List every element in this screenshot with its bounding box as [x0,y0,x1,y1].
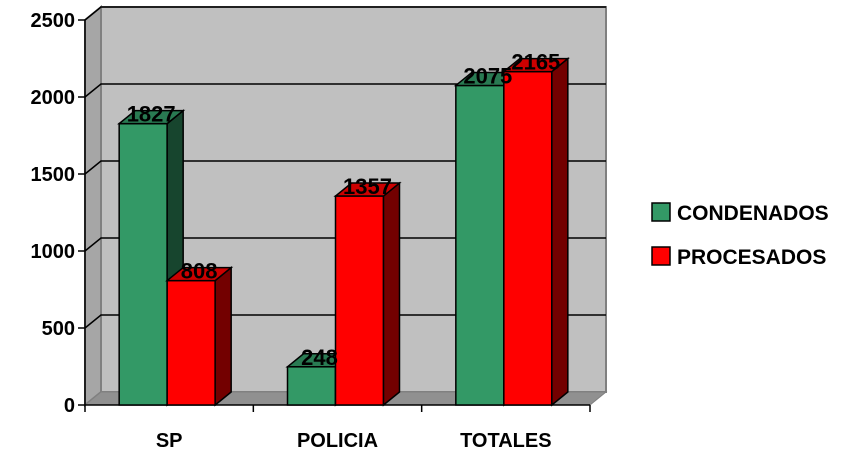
legend: CONDENADOS PROCESADOS [639,187,858,276]
bar-top-face [165,266,234,282]
category-label: TOTALES [460,430,551,450]
bar-side-face [382,181,401,407]
gridline [84,6,606,21]
legend-swatch [651,202,671,222]
y-tick-labels: 0 500 1000 1500 2000 2500 [31,10,76,417]
y-tick-label: 2000 [31,87,76,109]
bar-side-face [551,57,569,407]
bar-front-face [286,366,337,406]
data-label: 808 [181,259,218,284]
y-tick-label: 2500 [31,10,76,32]
y-tick-label: 1500 [31,164,76,186]
gridline [84,160,606,175]
gridlines [84,6,606,329]
bar-procesados-sp [165,265,234,407]
bar-top-face [117,109,186,125]
bar-procesados-totales [501,57,570,407]
data-label: 2165 [511,50,560,75]
y-tick-label: 500 [42,318,75,340]
data-label: 2075 [463,63,512,88]
bar-front-face [503,70,553,406]
legend-swatch [651,246,671,266]
gridline [84,83,606,98]
bars [117,57,570,407]
bar-front-face [334,195,385,406]
bar-top-face [501,57,570,73]
data-label: 1357 [343,174,392,199]
bar-front-face [166,279,216,406]
bar-procesados-policia [333,181,402,407]
bar-top-face [333,182,402,197]
side-wall [84,4,102,408]
bar-front-face [455,84,505,406]
category-label: SP [156,430,183,450]
gridline [84,237,606,252]
category-labels: SP POLICIA TOTALES [156,430,552,450]
data-label: 1827 [127,102,176,127]
legend-box [639,187,858,276]
y-tick-label: 0 [64,395,75,417]
gridline [84,314,606,329]
legend-label: CONDENADOS [677,202,829,225]
bar-side-face [214,265,232,407]
legend-label: PROCESADOS [677,246,826,269]
data-label: 248 [301,345,338,370]
y-tick-label: 1000 [31,241,76,263]
bar-front-face [118,122,168,406]
category-label: POLICIA [297,430,378,450]
